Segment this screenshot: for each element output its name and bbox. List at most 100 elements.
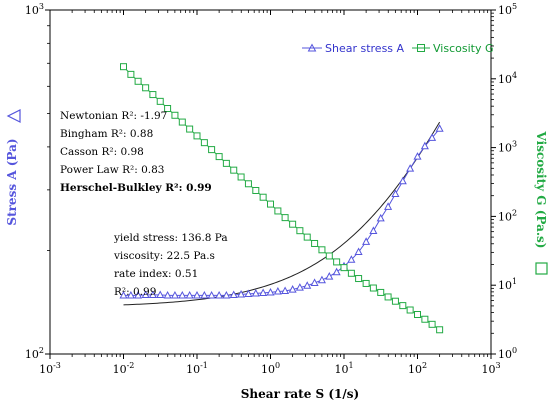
point-shear-stress <box>435 124 444 132</box>
point-shear-stress <box>398 176 407 185</box>
point-shear-stress <box>134 290 143 299</box>
point-shear-stress <box>288 285 297 293</box>
point-shear-stress <box>369 226 378 234</box>
point-viscosity <box>281 214 289 222</box>
point-shear-stress <box>303 281 312 289</box>
y-right-tick-label: 103 <box>498 140 517 155</box>
point-shear-stress <box>281 286 290 295</box>
y-right-tick-label: 101 <box>498 277 517 292</box>
point-viscosity <box>274 207 282 215</box>
point-viscosity <box>259 193 267 201</box>
point-shear-stress <box>222 290 231 299</box>
point-viscosity <box>193 132 201 140</box>
point-viscosity <box>134 77 142 85</box>
param-yield-stress: yield stress: 136.8 Pa <box>113 232 228 244</box>
point-shear-stress <box>192 290 202 299</box>
param-viscosity: viscosity: 22.5 Pa.s <box>113 250 215 262</box>
point-shear-stress <box>332 267 341 276</box>
point-viscosity <box>406 306 414 314</box>
point-shear-stress <box>413 152 422 160</box>
x-axis-title: Shear rate S (1/s) <box>241 387 359 401</box>
point-shear-stress <box>384 202 393 210</box>
point-viscosity <box>230 166 238 174</box>
fit-list-casson: Casson R²: 0.98 <box>60 146 144 158</box>
point-viscosity <box>414 311 421 319</box>
param-rate-index: rate index: 0.51 <box>114 268 198 280</box>
y-left-axis-ticks: 102 103 <box>25 2 50 361</box>
point-viscosity <box>296 227 304 235</box>
y-right-tick-label: 102 <box>498 208 517 223</box>
point-viscosity <box>436 326 444 334</box>
point-viscosity <box>149 91 157 99</box>
fit-list-power-law: Power Law R²: 0.83 <box>60 164 164 176</box>
point-viscosity <box>384 293 392 301</box>
legend-label-shear-stress: Shear stress A <box>325 42 405 55</box>
point-viscosity <box>428 320 436 328</box>
point-shear-stress <box>156 290 165 299</box>
point-viscosity <box>325 252 333 260</box>
point-shear-stress <box>163 290 172 299</box>
point-shear-stress <box>428 133 437 141</box>
fit-list-bingham: Bingham R²: 0.88 <box>60 128 153 140</box>
x-tick-label: 10-3 <box>39 361 61 376</box>
legend-marker-shear-stress <box>307 43 317 52</box>
point-viscosity <box>355 275 363 283</box>
y-right-axis-title-marker <box>535 262 548 275</box>
y-left-tick-label: 103 <box>25 2 44 17</box>
legend-label-viscosity: Viscosity G <box>433 42 493 55</box>
x-tick-label: 102 <box>408 361 427 376</box>
point-shear-stress <box>295 283 304 291</box>
point-viscosity <box>362 279 370 287</box>
point-viscosity <box>347 269 355 277</box>
y-right-tick-label: 104 <box>498 71 517 86</box>
point-viscosity <box>222 159 230 167</box>
param-r-squared: R²: 0.99 <box>114 286 156 298</box>
point-shear-stress <box>354 247 363 256</box>
point-shear-stress <box>347 255 356 263</box>
point-shear-stress <box>178 290 187 299</box>
fit-params: yield stress: 136.8 Pa viscosity: 22.5 P… <box>113 232 228 298</box>
point-shear-stress <box>420 141 429 150</box>
point-viscosity <box>369 284 377 292</box>
y-left-tick-label: 102 <box>25 346 44 361</box>
point-shear-stress <box>310 278 319 286</box>
point-shear-stress <box>200 290 209 299</box>
x-tick-label: 103 <box>481 361 500 376</box>
y-left-axis-title-group: Stress A (Pa) <box>5 109 21 226</box>
point-viscosity <box>178 118 186 126</box>
point-viscosity <box>333 258 341 266</box>
point-viscosity <box>289 220 297 228</box>
point-viscosity <box>421 315 429 323</box>
legend-marker-viscosity <box>417 44 425 52</box>
point-shear-stress <box>362 237 371 245</box>
point-shear-stress <box>273 286 282 295</box>
fit-curve-layer <box>123 121 441 306</box>
point-viscosity <box>208 146 216 154</box>
point-shear-stress <box>141 290 150 299</box>
point-shear-stress <box>207 290 216 299</box>
point-shear-stress <box>244 289 253 298</box>
point-shear-stress <box>376 213 385 222</box>
point-viscosity <box>391 297 399 305</box>
point-viscosity <box>156 97 164 105</box>
point-viscosity <box>237 173 245 181</box>
point-shear-stress <box>391 189 400 198</box>
x-axis-ticks: 10-3 10-2 10-1 100 101 102 103 <box>39 10 501 376</box>
point-shear-stress <box>325 272 334 280</box>
point-viscosity <box>120 63 127 71</box>
x-tick-label: 10-2 <box>113 361 135 376</box>
y-right-axis-title-group: Viscosity G (Pa.s) <box>534 131 548 275</box>
fit-list: Newtonian R²: -1.97 Bingham R²: 0.88 Cas… <box>60 110 212 194</box>
fit-curve-herschel-bulkley <box>123 121 441 306</box>
point-viscosity <box>377 288 385 296</box>
point-viscosity <box>171 111 179 119</box>
point-shear-stress <box>185 290 194 299</box>
point-shear-stress <box>259 288 268 297</box>
point-shear-stress <box>237 289 246 298</box>
point-shear-stress <box>119 290 128 299</box>
point-viscosity <box>186 125 194 133</box>
point-shear-stress <box>126 290 135 299</box>
series-layer <box>119 63 444 334</box>
legend: Shear stress A Viscosity G <box>302 42 493 55</box>
